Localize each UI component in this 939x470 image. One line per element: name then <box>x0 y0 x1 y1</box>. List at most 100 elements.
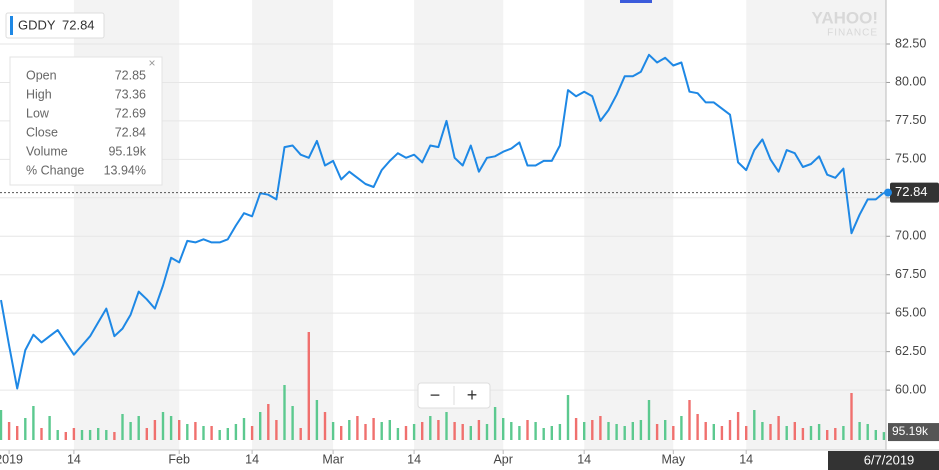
tooltip-value: 73.36 <box>115 87 146 101</box>
volume-bar <box>218 430 221 440</box>
volume-bar <box>64 432 67 440</box>
volume-bar <box>696 414 699 440</box>
volume-bar <box>583 422 586 440</box>
volume-bar <box>502 418 505 440</box>
volume-bar <box>664 420 667 440</box>
tooltip-label: Open <box>26 68 57 82</box>
tooltip-close[interactable]: × <box>148 56 155 70</box>
x-tick-label: Mar <box>322 452 344 466</box>
legend-swatch <box>10 16 13 35</box>
legend: GDDY 72.84 <box>5 12 105 39</box>
volume-bar <box>161 412 165 440</box>
volume-bar <box>753 410 756 440</box>
volume-bar <box>842 426 845 440</box>
volume-bar <box>591 420 594 440</box>
volume-bar <box>761 422 764 440</box>
cursor-date: 6/7/2019 <box>864 452 915 467</box>
volume-bar <box>526 420 529 440</box>
x-tick-label: 14 <box>407 452 421 466</box>
volume-bar <box>48 416 51 440</box>
volume-bar <box>793 422 796 440</box>
tooltip-box <box>9 56 163 186</box>
volume-bar <box>607 422 610 440</box>
zoom-out[interactable]: − <box>430 385 441 405</box>
volume-bar <box>97 428 100 440</box>
y-tick-label: 82.50 <box>895 36 926 50</box>
volume-bar <box>615 424 618 440</box>
volume-bar <box>574 418 578 440</box>
period-band <box>584 0 674 450</box>
volume-bar <box>421 422 424 440</box>
volume-bar <box>404 426 408 440</box>
legend-symbol: GDDY <box>18 17 56 32</box>
volume-bar <box>704 422 707 440</box>
volume-bar <box>745 426 748 440</box>
volume-bar <box>234 424 238 440</box>
volume-bar <box>769 424 772 440</box>
volume-bar <box>259 412 262 440</box>
zoom-in[interactable]: + <box>467 385 478 405</box>
tooltip-value: 72.84 <box>115 125 146 139</box>
y-tick-label: 62.50 <box>895 344 926 358</box>
volume-bar <box>736 412 740 440</box>
volume-bar <box>186 424 189 440</box>
volume-bar <box>299 428 302 440</box>
y-tick-label: 80.00 <box>895 75 926 89</box>
logo-sub: FINANCE <box>827 28 878 39</box>
volume-bar <box>412 424 416 440</box>
volume-bar <box>88 430 92 440</box>
price-line <box>0 53 885 390</box>
y-tick-label: 65.00 <box>895 305 926 319</box>
volume-bar <box>145 428 148 440</box>
volume-bar <box>315 400 319 440</box>
volume-bar <box>388 420 391 440</box>
y-tick-label: 60.00 <box>895 382 926 396</box>
x-tick-label: 14 <box>245 452 259 466</box>
volume-bar <box>655 424 659 440</box>
volume-bar <box>631 422 634 440</box>
volume-bar <box>153 420 157 440</box>
volume-bar <box>372 418 375 440</box>
volume-bar <box>32 406 35 440</box>
volume-bar <box>777 416 780 440</box>
volume-bar <box>453 422 456 440</box>
volume-bar <box>785 426 788 440</box>
volume-bar <box>834 428 837 440</box>
x-tick-label: May <box>661 452 685 466</box>
volume-bar <box>364 424 367 440</box>
x-tick-label: 14 <box>577 452 591 466</box>
volume-bar <box>534 422 537 440</box>
tooltip-value: 95.19k <box>108 144 146 158</box>
volume-bar <box>518 426 521 440</box>
volume-bar <box>850 393 853 440</box>
volume-bar <box>16 426 19 440</box>
volume-bar <box>105 430 108 440</box>
volume-bar <box>639 420 643 440</box>
volume-bar <box>194 422 197 440</box>
volume-bar <box>477 420 481 440</box>
volume-bar <box>623 426 626 440</box>
x-tick-label: 14 <box>67 452 81 466</box>
tooltip-value: 72.85 <box>115 68 146 82</box>
current-price-box <box>890 182 939 203</box>
tooltip-label: Close <box>26 125 58 139</box>
volume-bar <box>323 412 327 440</box>
legend-value: 72.84 <box>62 17 95 32</box>
period-band <box>746 0 886 450</box>
tooltip: × Open 72.85 High 73.36 Low 72.69 Close 72.84 Vo… <box>9 56 163 186</box>
volume-bar <box>826 430 829 440</box>
volume-bar <box>242 418 246 440</box>
volume-bar <box>250 426 254 440</box>
volume-bar <box>437 420 440 440</box>
current-price-dot <box>884 188 892 197</box>
volume-bar <box>121 414 124 440</box>
volume-bar <box>291 406 294 440</box>
volume-bar <box>566 395 570 440</box>
tooltip-value: 72.69 <box>115 106 146 120</box>
tooltip-label: Volume <box>26 144 68 158</box>
volume-bar <box>267 404 270 440</box>
volume-bar <box>202 426 205 440</box>
